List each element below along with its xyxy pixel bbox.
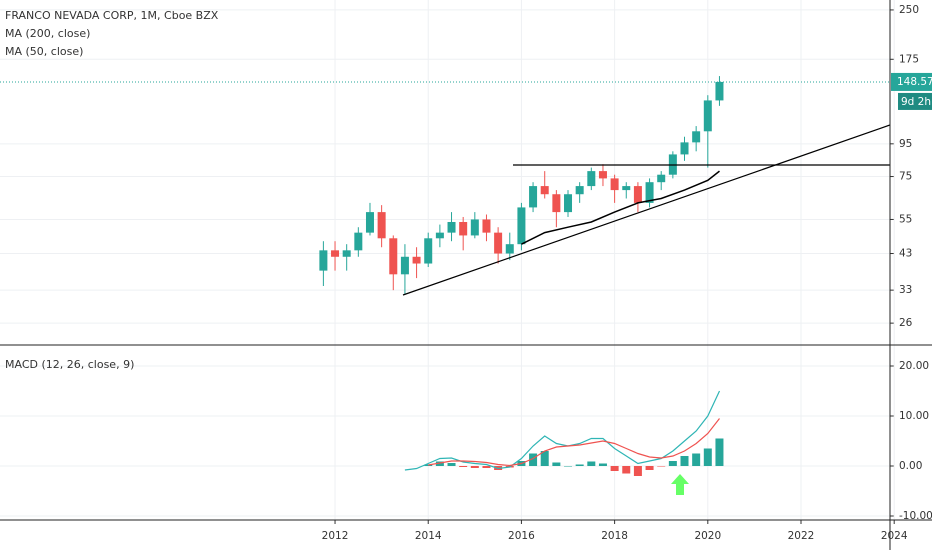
candle-body	[319, 250, 328, 271]
candle-body	[598, 171, 607, 179]
histogram-bar	[703, 448, 712, 466]
candle-body	[645, 182, 654, 203]
marks	[0, 76, 890, 476]
indicator-label: MA (50, close)	[5, 45, 83, 58]
histogram-bar	[692, 453, 701, 466]
histogram-bar	[529, 453, 538, 466]
histogram-bar	[424, 464, 433, 466]
candle-body	[505, 244, 514, 254]
y-tick-label: 10.00	[899, 410, 929, 422]
arrow-annotation	[671, 474, 689, 495]
trend-drawing	[402, 124, 891, 296]
histogram-bar	[715, 438, 724, 466]
signal-line	[428, 418, 720, 467]
candle-body	[540, 186, 549, 195]
countdown-box	[898, 92, 932, 110]
histogram-bar	[668, 461, 677, 466]
histogram-bar	[540, 451, 549, 466]
ma-line	[521, 170, 720, 245]
candle-body	[703, 100, 712, 132]
x-tick-label: 2014	[415, 530, 442, 542]
x-tick-label: 2012	[322, 530, 349, 542]
histogram-bar	[575, 464, 584, 466]
candle-body	[482, 219, 491, 233]
candle-body	[552, 194, 561, 213]
candle-body	[342, 250, 351, 257]
grid	[0, 0, 895, 524]
histogram-bar	[680, 456, 689, 466]
y-tick-label: 20.00	[899, 360, 929, 372]
candle-body	[470, 219, 479, 236]
histogram-bar	[657, 466, 666, 467]
histogram-bar	[470, 466, 479, 468]
y-tick-label: 55	[899, 213, 912, 225]
candle-body	[564, 194, 573, 213]
y-tick-label: 95	[899, 138, 912, 150]
overlay: 26 33 43 55 75 95 175 250 148.57 9d 2h -10.00 0.00 1…	[322, 4, 932, 542]
candle-body	[447, 221, 456, 233]
candle-body	[517, 207, 526, 245]
candle-body	[657, 174, 666, 183]
histogram-bar	[482, 466, 491, 468]
x-tick-label: 2024	[881, 530, 908, 542]
y-tick-label: 26	[899, 317, 913, 329]
pane-title: MACD (12, 26, close, 9)	[5, 358, 134, 371]
histogram-bar	[447, 463, 456, 466]
y-tick-label: 175	[899, 53, 919, 65]
candle-body	[680, 142, 689, 155]
last-price-label: 148.57	[897, 76, 932, 88]
candle-body	[715, 81, 724, 101]
histogram-bar	[622, 466, 631, 474]
candle-body	[494, 232, 503, 254]
histogram-bar	[459, 466, 468, 467]
candle-body	[412, 256, 421, 264]
histogram-bar	[552, 462, 561, 466]
last-price-box	[891, 72, 932, 91]
histogram-bar	[633, 466, 642, 476]
histogram-bar	[587, 461, 596, 466]
x-tick-label: 2018	[601, 530, 628, 542]
x-tick-label: 2022	[788, 530, 815, 542]
chart-title: FRANCO NEVADA CORP, 1M, Cboe BZX	[5, 9, 219, 22]
candle-body	[529, 186, 538, 208]
candle-body	[400, 256, 409, 275]
candle-body	[610, 178, 619, 191]
candle-body	[365, 212, 374, 233]
candle-body	[459, 221, 468, 236]
candle-body	[622, 186, 631, 191]
countdown-label: 9d 2h	[901, 96, 931, 108]
y-tick-label: 43	[899, 248, 912, 260]
histogram-bar	[598, 463, 607, 466]
x-tick-label: 2016	[508, 530, 535, 542]
candle-body	[575, 186, 584, 195]
candle-body	[377, 212, 386, 239]
indicator-label: MA (200, close)	[5, 27, 90, 40]
y-tick-label: 250	[899, 4, 919, 16]
candle-body	[389, 238, 398, 275]
candle-body	[587, 171, 596, 187]
macd-line	[404, 390, 721, 471]
candle-body	[331, 250, 340, 257]
y-tick-label: 75	[899, 171, 912, 183]
histogram-bar	[435, 461, 444, 466]
candle-body	[354, 232, 363, 251]
x-tick-label: 2020	[694, 530, 721, 542]
y-tick-label: 0.00	[899, 460, 922, 472]
y-tick-label: 33	[899, 284, 912, 296]
candle-body	[424, 238, 433, 264]
y-tick-label: -10.00	[899, 510, 932, 522]
candle-body	[435, 232, 444, 239]
histogram-bar	[564, 466, 573, 467]
histogram-bar	[645, 466, 654, 470]
candle-body	[692, 131, 701, 143]
candle-body	[633, 186, 642, 203]
histogram-bar	[610, 466, 619, 471]
